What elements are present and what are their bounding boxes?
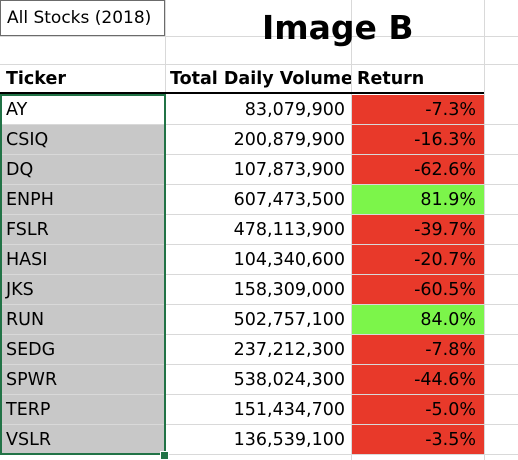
volume-cell[interactable]: 136,539,100	[233, 430, 345, 450]
return-cell[interactable]: 84.0%	[420, 310, 476, 330]
gridline	[0, 454, 518, 455]
gridline	[0, 124, 518, 125]
volume-cell[interactable]: 200,879,900	[233, 130, 345, 150]
return-cell-fill	[352, 185, 484, 214]
volume-cell[interactable]: 104,340,600	[233, 250, 345, 270]
ticker-cell[interactable]: DQ	[6, 160, 34, 180]
selection-border[interactable]	[0, 94, 166, 455]
return-cell-fill	[352, 95, 484, 124]
return-cell-fill	[352, 305, 484, 334]
return-cell-fill	[352, 245, 484, 274]
return-cell[interactable]: -7.3%	[425, 100, 476, 120]
active-cell-fill	[1, 95, 165, 125]
header-return[interactable]: Return	[357, 69, 425, 89]
volume-cell[interactable]: 538,024,300	[233, 370, 345, 390]
gridline	[0, 364, 518, 365]
return-cell-fill	[352, 215, 484, 244]
volume-cell[interactable]: 83,079,900	[244, 100, 345, 120]
return-cell-fill	[352, 395, 484, 424]
ticker-cell[interactable]: AY	[6, 100, 28, 120]
return-cell[interactable]: 81.9%	[420, 190, 476, 210]
return-cell-fill	[352, 155, 484, 184]
ticker-cell[interactable]: ENPH	[6, 190, 54, 210]
volume-cell[interactable]: 107,873,900	[233, 160, 345, 180]
header-total-daily-volume[interactable]: Total Daily Volume	[170, 69, 351, 89]
volume-cell[interactable]: 502,757,100	[233, 310, 345, 330]
ticker-cell[interactable]: RUN	[6, 310, 45, 330]
gridline	[0, 274, 518, 275]
gridline	[0, 154, 518, 155]
title-cell[interactable]: All Stocks (2018)	[0, 0, 165, 36]
image-label: Image B	[262, 8, 414, 47]
gridline	[0, 244, 518, 245]
fill-handle[interactable]	[160, 451, 169, 460]
return-cell[interactable]: -39.7%	[414, 220, 476, 240]
volume-cell[interactable]: 151,434,700	[233, 400, 345, 420]
ticker-cell[interactable]: TERP	[6, 400, 51, 420]
return-cell[interactable]: -16.3%	[414, 130, 476, 150]
gridline	[0, 184, 518, 185]
gridline	[0, 394, 518, 395]
ticker-cell[interactable]: CSIQ	[6, 130, 49, 150]
gridline	[0, 64, 518, 65]
return-cell[interactable]: -44.6%	[414, 370, 476, 390]
gridline	[484, 0, 485, 460]
volume-cell[interactable]: 607,473,500	[233, 190, 345, 210]
return-cell-fill	[352, 125, 484, 154]
gridline	[0, 214, 518, 215]
return-cell-fill	[352, 275, 484, 304]
gridline	[0, 304, 518, 305]
ticker-cell[interactable]: HASI	[6, 250, 48, 270]
ticker-selection-fill	[1, 95, 165, 455]
volume-cell[interactable]: 158,309,000	[233, 280, 345, 300]
ticker-cell[interactable]: SEDG	[6, 340, 56, 360]
return-cell[interactable]: -5.0%	[425, 400, 476, 420]
return-cell[interactable]: -7.8%	[425, 340, 476, 360]
header-border	[0, 92, 484, 94]
volume-cell[interactable]: 478,113,900	[233, 220, 345, 240]
gridline	[351, 0, 352, 460]
return-cell-fill	[352, 425, 484, 454]
return-cell[interactable]: -62.6%	[414, 160, 476, 180]
return-cell-fill	[352, 365, 484, 394]
ticker-cell[interactable]: FSLR	[6, 220, 49, 240]
gridline	[0, 36, 518, 37]
return-cell[interactable]: -3.5%	[425, 430, 476, 450]
ticker-cell[interactable]: VSLR	[6, 430, 51, 450]
return-cell-fill	[352, 335, 484, 364]
header-ticker[interactable]: Ticker	[6, 69, 66, 89]
return-cell[interactable]: -20.7%	[414, 250, 476, 270]
volume-cell[interactable]: 237,212,300	[233, 340, 345, 360]
ticker-cell[interactable]: SPWR	[6, 370, 58, 390]
ticker-cell[interactable]: JKS	[6, 280, 34, 300]
return-cell[interactable]: -60.5%	[414, 280, 476, 300]
gridline	[0, 334, 518, 335]
gridline	[0, 424, 518, 425]
